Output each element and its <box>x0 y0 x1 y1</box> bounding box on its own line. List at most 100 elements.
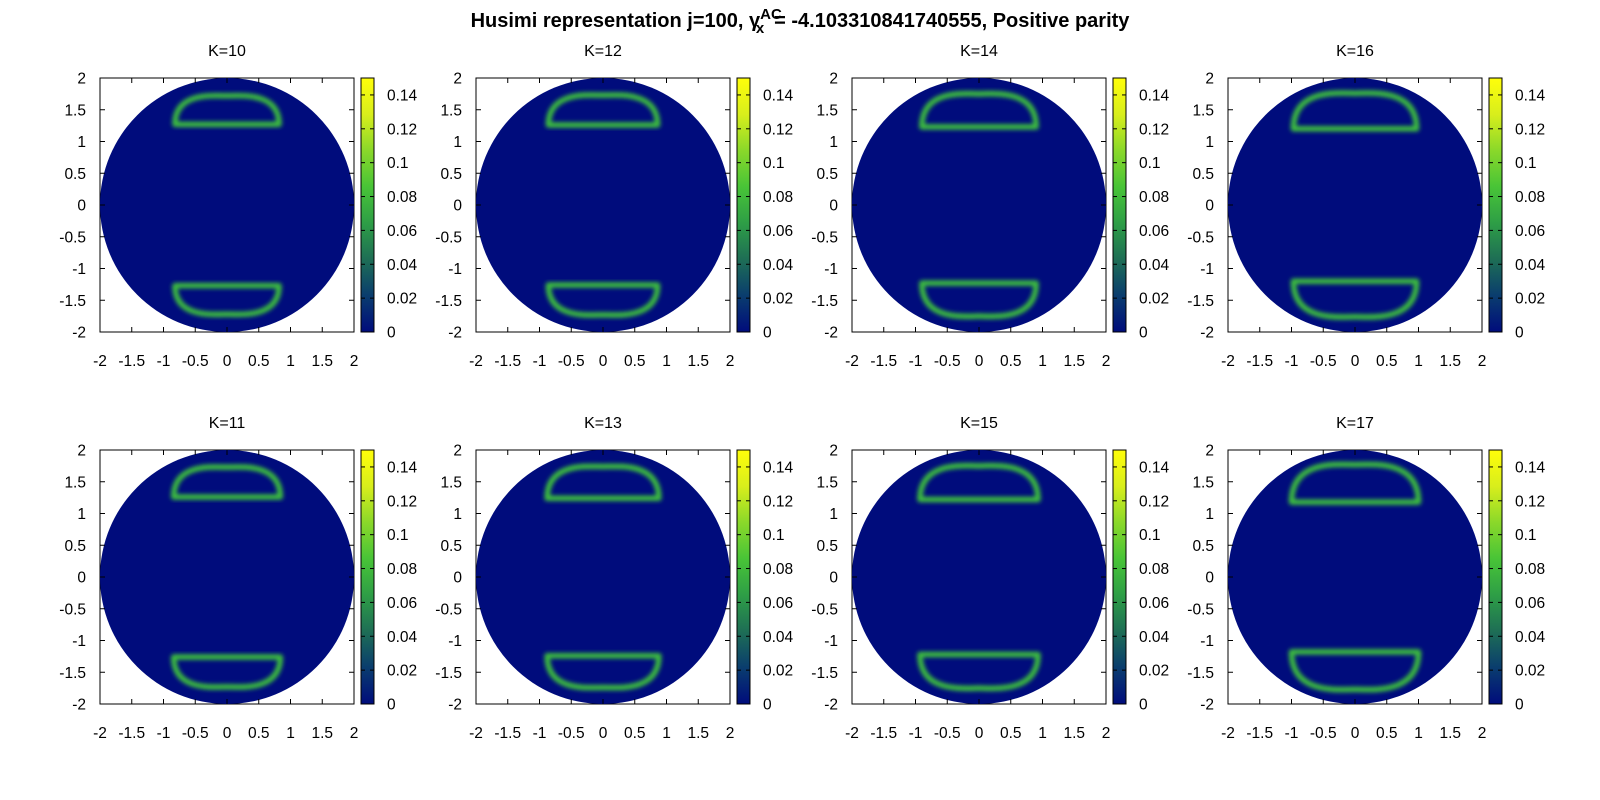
x-tick-label: 0.5 <box>624 725 646 742</box>
phase-space-disc <box>100 78 354 332</box>
x-tick-label: 0 <box>975 725 984 742</box>
panel-k-17: K=17 -2 -1.5 -1 -0.5 0 0.5 1 1.5 2 2 1.5 1 0.5 0 -0.5 -1… <box>1187 415 1545 742</box>
y-tick-label: 2 <box>453 443 462 460</box>
phase-space-disc <box>852 78 1106 332</box>
x-tick-label: 1.5 <box>687 353 709 370</box>
x-tick-label: -2 <box>93 353 107 370</box>
y-tick-label: -1.5 <box>1187 665 1214 682</box>
colorbar-tick-label: 0.02 <box>1515 291 1545 308</box>
colorbar-tick-label: 0.06 <box>1515 595 1545 612</box>
x-tick-label: -1 <box>909 725 923 742</box>
colorbar-tick-label: 0.12 <box>1139 121 1169 138</box>
x-tick-label: 0 <box>599 353 608 370</box>
y-tick-label: 0.5 <box>440 166 462 183</box>
colorbar <box>360 77 375 333</box>
y-tick-label: -0.5 <box>1187 601 1214 618</box>
y-tick-label: 1 <box>453 134 462 151</box>
colorbar <box>360 449 375 705</box>
x-tick-label: 0 <box>223 725 232 742</box>
x-tick-label: -1.5 <box>870 725 897 742</box>
y-tick-label: -1.5 <box>1187 293 1214 310</box>
colorbar-tick-label: 0.12 <box>387 493 417 510</box>
ring-layer <box>172 92 282 318</box>
x-tick-label: 0 <box>223 353 232 370</box>
phase-space-disc <box>476 450 730 704</box>
x-tick-label: 2 <box>726 725 735 742</box>
colorbar-tick-label: 0.1 <box>763 155 785 172</box>
y-tick-label: 1 <box>1205 134 1214 151</box>
colorbar-tick-label: 0.04 <box>387 257 418 274</box>
x-tick-label: -0.5 <box>1310 725 1337 742</box>
panel-title: K=13 <box>584 415 622 432</box>
colorbar-tick-label: 0 <box>1139 325 1148 342</box>
y-tick-label: -2 <box>824 325 838 342</box>
y-tick-label: 0.5 <box>1192 166 1214 183</box>
x-tick-label: -2 <box>1221 353 1235 370</box>
x-tick-label: -1 <box>157 353 171 370</box>
colorbar-tick-label: 0 <box>387 325 396 342</box>
upper-ring <box>544 463 662 502</box>
y-tick-label: 0.5 <box>816 166 838 183</box>
lower-ring <box>1288 649 1422 693</box>
x-tick-label: 0.5 <box>248 725 270 742</box>
y-tick-label: -1 <box>1200 633 1214 650</box>
y-tick-label: -2 <box>824 697 838 714</box>
x-tick-label: -1 <box>1285 353 1299 370</box>
phase-space-disc <box>1228 450 1482 704</box>
x-tick-label: -2 <box>469 725 483 742</box>
x-tick-label: 1.5 <box>1063 725 1085 742</box>
colorbar-tick-label: 0.12 <box>763 493 793 510</box>
y-tick-label: 0.5 <box>64 166 86 183</box>
x-tick-label: -0.5 <box>182 725 209 742</box>
colorbar-tick-label: 0.06 <box>387 223 417 240</box>
ring-layer <box>1288 461 1422 693</box>
colorbar-tick-label: 0.04 <box>763 257 794 274</box>
y-tick-label: 0 <box>77 198 86 215</box>
colorbar <box>1112 449 1127 705</box>
colorbar-tick-label: 0.06 <box>763 223 793 240</box>
upper-ring <box>170 464 284 500</box>
y-tick-label: 0.5 <box>64 538 86 555</box>
y-tick-label: -0.5 <box>59 601 86 618</box>
panel-k-16: K=16 -2 -1.5 -1 -0.5 0 0.5 1 1.5 2 2 1.5 1 0.5 0 -0.5 -1… <box>1187 43 1545 370</box>
x-tick-label: -1 <box>533 353 547 370</box>
x-tick-label: 1 <box>286 353 295 370</box>
y-tick-label: -0.5 <box>1187 229 1214 246</box>
colorbar <box>736 77 751 333</box>
x-tick-label: 0.5 <box>1000 353 1022 370</box>
y-tick-label: 1 <box>829 506 838 523</box>
panel-k-15: K=15 -2 -1.5 -1 -0.5 0 0.5 1 1.5 2 2 1.5 1 0.5 0 -0.5 -1… <box>811 415 1169 742</box>
upper-ring <box>172 92 282 128</box>
y-tick-label: 0 <box>1205 198 1214 215</box>
panel-title: K=15 <box>960 415 998 432</box>
phase-space-disc <box>476 78 730 332</box>
colorbar <box>1488 77 1503 333</box>
lower-ring <box>172 282 282 318</box>
x-tick-label: 0 <box>1351 353 1360 370</box>
y-tick-label: 1.5 <box>64 474 86 491</box>
ring-layer <box>170 464 284 690</box>
colorbar-tick-label: 0.14 <box>387 87 418 104</box>
colorbar-tick-label: 0.1 <box>1139 155 1161 172</box>
upper-ring <box>1288 461 1422 505</box>
y-tick-label: 2 <box>829 71 838 88</box>
y-tick-label: -0.5 <box>59 229 86 246</box>
x-tick-label: -0.5 <box>558 725 585 742</box>
colorbar-tick-label: 0.04 <box>387 629 418 646</box>
y-tick-label: -1.5 <box>811 665 838 682</box>
colorbar-tick-label: 0.08 <box>763 189 793 206</box>
x-tick-label: -1 <box>1285 725 1299 742</box>
y-tick-label: -2 <box>1200 325 1214 342</box>
panel-k-13: K=13 -2 -1.5 -1 -0.5 0 0.5 1 1.5 2 2 1.5 1 0.5 0 -0.5 -1… <box>435 415 793 742</box>
colorbar-tick-label: 0.14 <box>763 87 794 104</box>
y-tick-label: -1.5 <box>59 665 86 682</box>
colorbar-tick-label: 0.12 <box>1139 493 1169 510</box>
colorbar-tick-label: 0.08 <box>387 189 417 206</box>
y-tick-label: 0.5 <box>816 538 838 555</box>
y-tick-label: -0.5 <box>811 229 838 246</box>
upper-ring <box>917 462 1041 503</box>
panel-k-11: K=11 -2 -1.5 -1 -0.5 0 0.5 1 1.5 2 2 1.5 1 0.5 0 -0.5 -1… <box>59 415 417 742</box>
colorbar-tick-label: 0.06 <box>763 595 793 612</box>
x-tick-label: -1.5 <box>494 725 521 742</box>
colorbar-tick-label: 0.14 <box>387 459 418 476</box>
